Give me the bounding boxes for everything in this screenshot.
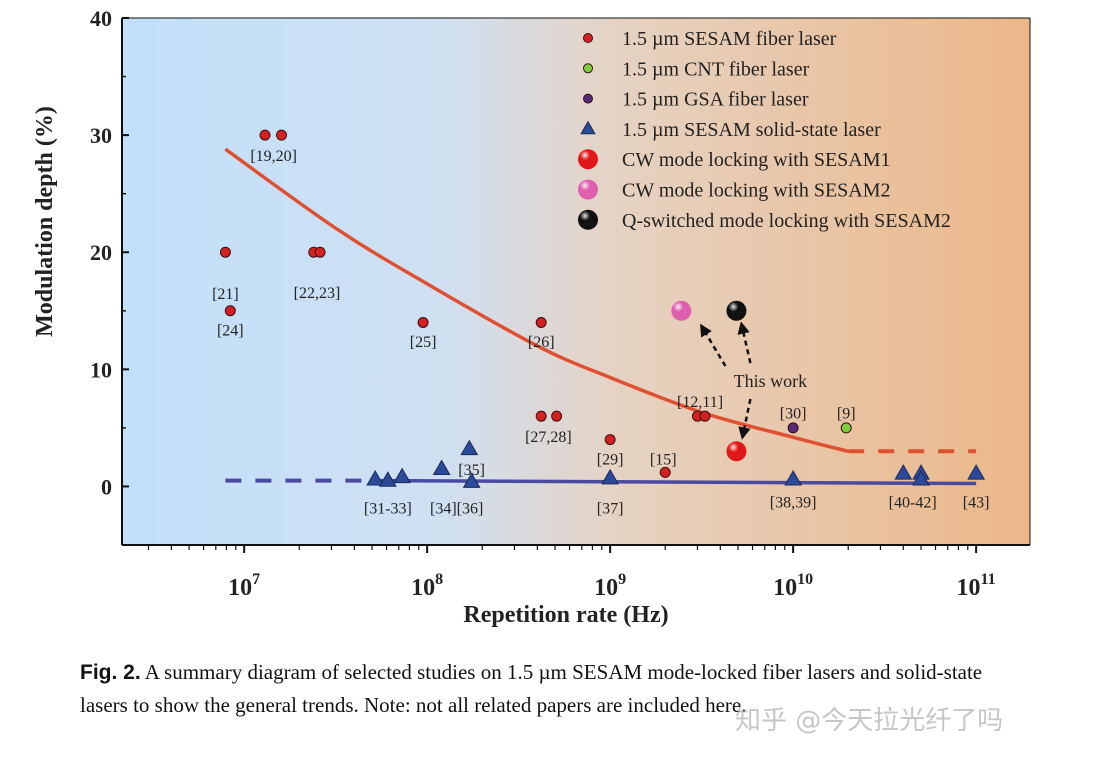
data-point xyxy=(659,466,671,478)
y-tick-label: 40 xyxy=(90,6,112,31)
point-label: [25] xyxy=(410,334,437,351)
data-point xyxy=(276,129,288,141)
legend-entry: 1.5 µm SESAM solid-state laser xyxy=(622,119,881,141)
data-point xyxy=(894,464,913,480)
data-point xyxy=(460,439,479,456)
data-point xyxy=(535,316,547,328)
trend-line-solid xyxy=(224,147,849,454)
point-label: [21] xyxy=(212,286,239,303)
x-tick-label: 109 xyxy=(594,571,626,601)
annotation-arrow xyxy=(700,323,727,367)
point-label: [40-42] xyxy=(889,495,937,512)
point-label: [34][36] xyxy=(430,501,483,518)
legend-entry: Q-switched mode locking with SESAM2 xyxy=(622,210,951,232)
point-label: [35] xyxy=(458,462,485,479)
data-point xyxy=(224,305,236,317)
data-point xyxy=(604,434,616,446)
point-label: [12,11] xyxy=(677,394,723,411)
y-axis-title: Modulation depth (%) xyxy=(32,106,58,337)
data-point xyxy=(417,316,429,328)
caption-text: A summary diagram of selected studies on… xyxy=(80,660,983,717)
x-tick-label: 108 xyxy=(411,571,443,601)
point-label: [37] xyxy=(597,501,624,518)
x-axis-title: Repetition rate (Hz) xyxy=(463,602,668,628)
data-point xyxy=(432,459,451,475)
data-point xyxy=(787,422,799,434)
x-tick-label: 1010 xyxy=(773,571,813,601)
y-tick-label: 20 xyxy=(90,240,112,265)
point-label: [43] xyxy=(963,495,990,512)
legend-entry: CW mode locking with SESAM2 xyxy=(622,180,891,202)
data-point xyxy=(462,472,481,488)
point-label: [30] xyxy=(780,406,807,423)
y-tick-label: 10 xyxy=(90,357,112,382)
y-tick-label: 30 xyxy=(90,123,112,148)
point-label: [31-33] xyxy=(364,501,412,518)
data-point xyxy=(366,470,385,486)
legend-marker-highlight xyxy=(578,179,598,200)
plot-background xyxy=(122,18,1030,545)
point-label: [27,28] xyxy=(525,429,572,446)
point-label: [19,20] xyxy=(250,148,297,165)
annotation-arrow xyxy=(738,398,752,440)
data-point xyxy=(219,246,231,258)
data-point xyxy=(912,470,930,486)
point-label: [22,23] xyxy=(294,285,341,302)
data-point xyxy=(378,471,397,487)
point-label: [29] xyxy=(597,451,624,468)
point-label: [26] xyxy=(528,334,555,351)
data-point xyxy=(840,422,852,434)
data-point xyxy=(551,410,563,422)
point-label: [9] xyxy=(837,406,856,423)
legend-entry: 1.5 µm SESAM fiber laser xyxy=(622,28,837,50)
legend-marker xyxy=(580,120,596,135)
data-point xyxy=(784,470,803,486)
x-tick-label: 107 xyxy=(228,571,260,601)
annotation-this-work: This work xyxy=(734,371,808,391)
legend-marker-highlight xyxy=(578,149,598,170)
data-point xyxy=(314,246,326,258)
legend-marker xyxy=(583,93,593,104)
data-point xyxy=(393,467,412,484)
data-point xyxy=(967,464,986,480)
legend-marker xyxy=(583,33,593,43)
annotation-arrow xyxy=(737,321,752,364)
point-label: [38,39] xyxy=(770,495,817,512)
data-point xyxy=(601,468,620,485)
data-point xyxy=(535,410,547,422)
data-point-highlight xyxy=(726,441,747,462)
legend-entry: CW mode locking with SESAM1 xyxy=(622,149,891,171)
data-point xyxy=(699,410,711,422)
point-label: [15] xyxy=(650,451,677,468)
data-point-highlight xyxy=(726,300,747,321)
caption-label: Fig. 2. xyxy=(80,661,141,684)
figure-caption: Fig. 2. A summary diagram of selected st… xyxy=(80,656,1020,721)
legend-marker-highlight xyxy=(578,209,598,230)
chart: This work 1.5 µm SESAM fiber laser 1.5 µm … xyxy=(32,6,1031,628)
legend-marker xyxy=(583,63,593,74)
data-point-highlight xyxy=(671,300,692,321)
y-tick-label: 0 xyxy=(101,474,112,499)
point-label: [24] xyxy=(217,323,244,340)
legend-entry: 1.5 µm CNT fiber laser xyxy=(622,58,810,80)
data-point xyxy=(259,129,271,141)
watermark: 知乎 @今天拉光纤了吗 xyxy=(735,706,1004,736)
legend-entry: 1.5 µm GSA fiber laser xyxy=(622,89,809,111)
x-tick-label: 1011 xyxy=(957,571,996,601)
